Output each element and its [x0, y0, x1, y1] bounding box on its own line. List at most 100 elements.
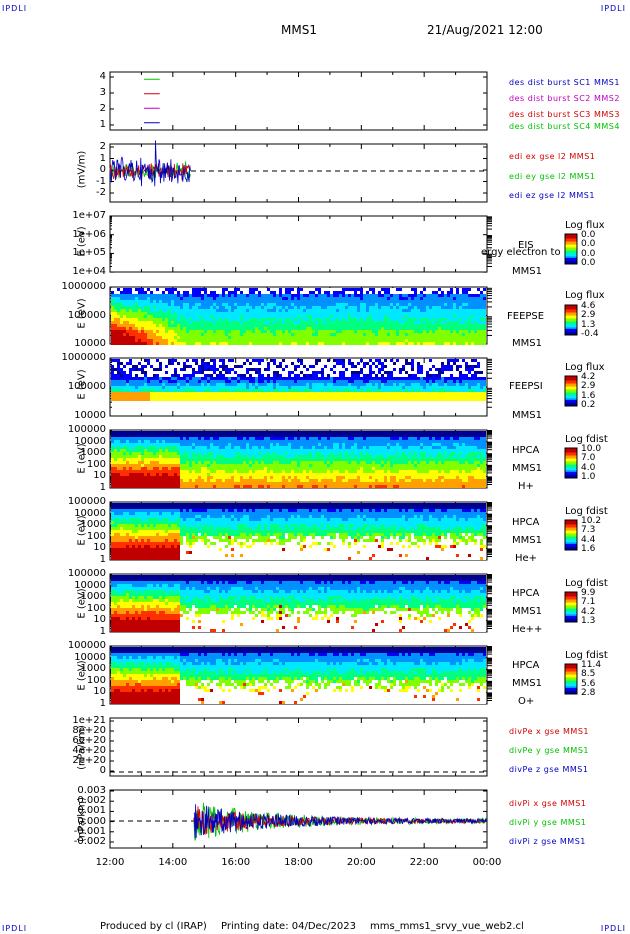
spectrogram-cell	[234, 386, 237, 389]
spectrogram-cell	[456, 380, 459, 383]
spectrogram-cell	[171, 288, 174, 291]
spectrogram-cell	[306, 327, 309, 330]
spectrogram-cell	[141, 324, 144, 327]
spectrogram-cell	[201, 339, 204, 342]
spectrogram-cell	[417, 386, 420, 389]
spectrogram-cell	[378, 321, 381, 324]
spectrogram-cell	[243, 330, 246, 333]
spectrogram-cell	[246, 371, 249, 374]
spectrogram-cell	[444, 342, 447, 345]
spectrogram-cell	[156, 291, 159, 294]
spectrogram-cell	[153, 383, 156, 386]
spectrogram-cell	[303, 377, 306, 380]
spectrogram-cell	[405, 383, 408, 386]
spectrogram-cell	[312, 315, 315, 318]
spectrogram-cell	[441, 342, 444, 345]
spectrogram-cell	[123, 485, 126, 488]
spectrogram-cell	[240, 327, 243, 330]
spectrogram-cell	[450, 330, 453, 333]
spectrogram-cell	[405, 315, 408, 318]
spectrogram-cell	[267, 291, 270, 294]
spectrogram-cell	[186, 318, 189, 321]
spectrogram-cell	[288, 389, 291, 392]
spectrogram-cell	[114, 434, 117, 437]
spectrogram-cell	[456, 383, 459, 386]
spectrogram-cell	[240, 318, 243, 321]
spectrogram-cell	[423, 297, 426, 300]
spectrogram-cell	[243, 300, 246, 303]
spectrogram-cell	[246, 297, 249, 300]
spectrogram-cell	[201, 377, 204, 380]
spectrogram-cell	[201, 371, 204, 374]
spectrogram-cell	[396, 330, 399, 333]
spectrogram-cell	[312, 336, 315, 339]
spectrogram-cell	[138, 303, 141, 306]
spectrogram-cell	[426, 333, 429, 336]
spectrogram-cell	[357, 383, 360, 386]
spectrogram-cell	[117, 458, 120, 461]
spectrogram-cell	[162, 446, 165, 449]
spectrogram-cell	[345, 392, 348, 395]
spectrogram-cell	[123, 303, 126, 306]
spectrogram-cell	[252, 395, 255, 398]
spectrogram-cell	[123, 443, 126, 446]
spectrogram-cell	[267, 389, 270, 392]
spectrogram-cell	[258, 342, 261, 345]
spectrogram-cell	[366, 318, 369, 321]
spectrogram-cell	[219, 359, 222, 362]
spectrogram-cell	[351, 309, 354, 312]
spectrogram-cell	[123, 380, 126, 383]
spectrogram-cell	[378, 383, 381, 386]
spectrogram-cell	[165, 473, 168, 476]
spectrogram-cell	[336, 380, 339, 383]
spectrogram-cell	[231, 327, 234, 330]
spectrogram-cell	[249, 324, 252, 327]
spectrogram-cell	[168, 380, 171, 383]
spectrogram-cell	[462, 303, 465, 306]
spectrogram-cell	[396, 309, 399, 312]
spectrogram-cell	[405, 342, 408, 345]
spectrogram-cell	[294, 377, 297, 380]
spectrogram-cell	[255, 330, 258, 333]
spectrogram-cell	[471, 291, 474, 294]
spectrogram-cell	[468, 309, 471, 312]
spectrogram-cell	[465, 297, 468, 300]
spectrogram-cell	[171, 395, 174, 398]
spectrogram-cell	[354, 380, 357, 383]
spectrogram-cell	[126, 303, 129, 306]
spectrogram-cell	[330, 392, 333, 395]
spectrogram-cell	[243, 315, 246, 318]
spectrogram-cell	[156, 458, 159, 461]
spectrogram-cell	[252, 398, 255, 401]
spectrogram-cell	[228, 288, 231, 291]
spectrogram-cell	[426, 342, 429, 345]
spectrogram-cell	[459, 374, 462, 377]
spectrogram-cell	[366, 327, 369, 330]
spectrogram-cell	[363, 342, 366, 345]
datetime-title: 21/Aug/2021 12:00	[427, 23, 543, 37]
spectrogram-cell	[318, 383, 321, 386]
spectrogram-cell	[303, 309, 306, 312]
spectrogram-cell	[369, 398, 372, 401]
spectrogram-cell	[432, 300, 435, 303]
spectrogram-cell	[207, 318, 210, 321]
spectrogram-cell	[435, 377, 438, 380]
spectrogram-cell	[288, 312, 291, 315]
spectrogram-cell	[114, 306, 117, 309]
spectrogram-cell	[120, 464, 123, 467]
spectrogram-cell	[123, 318, 126, 321]
spectrogram-cell	[174, 455, 177, 458]
spectrogram-cell	[405, 389, 408, 392]
spectrogram-cell	[309, 297, 312, 300]
spectrogram-cell	[252, 306, 255, 309]
spectrogram-cell	[126, 386, 129, 389]
spectrogram-cell	[126, 470, 129, 473]
spectrogram-cell	[285, 294, 288, 297]
spectrogram-cell	[468, 395, 471, 398]
spectrogram-cell	[324, 336, 327, 339]
spectrogram-cell	[207, 389, 210, 392]
spectrogram-cell	[471, 321, 474, 324]
spectrogram-cell	[174, 389, 177, 392]
spectrogram-cell	[471, 380, 474, 383]
spectrogram-cell	[294, 398, 297, 401]
